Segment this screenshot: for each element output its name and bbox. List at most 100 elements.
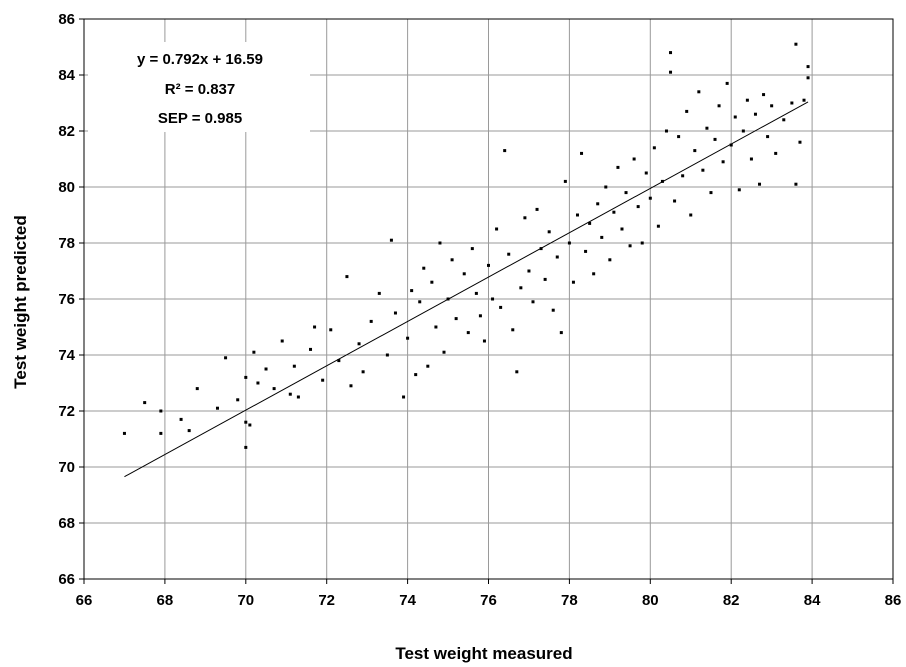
x-tick-label: 68 xyxy=(157,592,174,609)
data-point xyxy=(519,286,523,290)
data-point xyxy=(596,202,600,206)
data-point xyxy=(515,370,519,374)
data-point xyxy=(612,210,616,214)
data-point xyxy=(681,174,685,178)
data-point xyxy=(762,93,766,97)
data-point xyxy=(329,328,333,332)
data-point xyxy=(531,300,535,304)
data-point xyxy=(721,160,725,164)
data-point xyxy=(357,342,361,346)
data-point xyxy=(547,230,551,234)
data-point xyxy=(584,249,588,253)
data-point xyxy=(664,129,668,133)
data-point xyxy=(733,115,737,119)
data-point xyxy=(406,336,410,340)
data-point xyxy=(511,328,515,332)
data-point xyxy=(393,311,397,315)
data-point xyxy=(491,297,495,301)
data-point xyxy=(689,213,693,217)
data-point xyxy=(798,140,802,144)
data-point xyxy=(264,367,268,371)
data-point xyxy=(527,269,531,273)
data-point xyxy=(377,291,381,295)
data-point xyxy=(575,213,579,217)
data-point xyxy=(474,291,478,295)
data-point xyxy=(701,168,705,172)
data-point xyxy=(543,277,547,281)
data-point xyxy=(640,241,644,245)
data-point xyxy=(794,182,798,186)
data-point xyxy=(563,179,567,183)
data-point xyxy=(636,205,640,209)
y-tick-label: 82 xyxy=(58,123,75,140)
data-point xyxy=(507,252,511,256)
data-point xyxy=(462,272,466,276)
data-point xyxy=(313,325,317,329)
data-point xyxy=(766,135,770,139)
data-point xyxy=(709,191,713,195)
data-point xyxy=(705,126,709,130)
data-point xyxy=(248,423,252,427)
data-point xyxy=(806,76,810,80)
annotation-r-squared: R² = 0.837 xyxy=(165,81,235,98)
data-point xyxy=(470,247,474,251)
data-point xyxy=(309,347,313,351)
data-point xyxy=(592,272,596,276)
data-point xyxy=(571,280,575,284)
data-point xyxy=(369,319,373,323)
y-tick-label: 70 xyxy=(58,459,75,476)
data-point xyxy=(454,317,458,321)
data-point xyxy=(555,255,559,259)
data-point xyxy=(616,165,620,169)
data-point xyxy=(159,431,163,435)
data-point xyxy=(648,196,652,200)
data-point xyxy=(717,104,721,108)
data-point xyxy=(159,409,163,413)
y-tick-label: 66 xyxy=(58,571,75,588)
x-axis-ticks: 66 68 70 72 74 76 78 80 82 84 86 xyxy=(76,579,902,609)
data-point xyxy=(741,129,745,133)
data-point xyxy=(685,109,689,113)
data-point xyxy=(321,378,325,382)
data-point xyxy=(224,356,228,360)
data-point xyxy=(495,227,499,231)
data-point xyxy=(426,364,430,368)
data-point xyxy=(806,65,810,69)
data-point xyxy=(385,353,389,357)
data-point xyxy=(482,339,486,343)
data-point xyxy=(499,305,503,309)
data-point xyxy=(430,280,434,284)
data-point xyxy=(632,157,636,161)
data-point xyxy=(677,135,681,139)
x-tick-label: 86 xyxy=(885,592,902,609)
data-point xyxy=(179,417,183,421)
y-tick-label: 76 xyxy=(58,291,75,308)
data-point xyxy=(195,387,199,391)
data-point xyxy=(187,429,191,433)
data-point xyxy=(600,235,604,239)
data-point xyxy=(580,151,584,155)
data-point xyxy=(503,149,507,153)
x-tick-label: 84 xyxy=(804,592,821,609)
data-point xyxy=(774,151,778,155)
data-point xyxy=(790,101,794,105)
data-point xyxy=(794,42,798,46)
data-point xyxy=(438,241,442,245)
data-point xyxy=(588,221,592,225)
data-point xyxy=(729,143,733,147)
data-point xyxy=(713,137,717,141)
x-tick-label: 74 xyxy=(399,592,416,609)
data-point xyxy=(349,384,353,388)
data-points xyxy=(122,42,810,449)
data-point xyxy=(782,118,786,122)
data-point xyxy=(652,146,656,150)
data-point xyxy=(656,224,660,228)
data-point xyxy=(745,98,749,102)
y-tick-label: 68 xyxy=(58,515,75,532)
data-point xyxy=(758,182,762,186)
data-point xyxy=(737,188,741,192)
data-point xyxy=(389,238,393,242)
x-tick-label: 80 xyxy=(642,592,659,609)
data-point xyxy=(292,364,296,368)
data-point xyxy=(644,171,648,175)
